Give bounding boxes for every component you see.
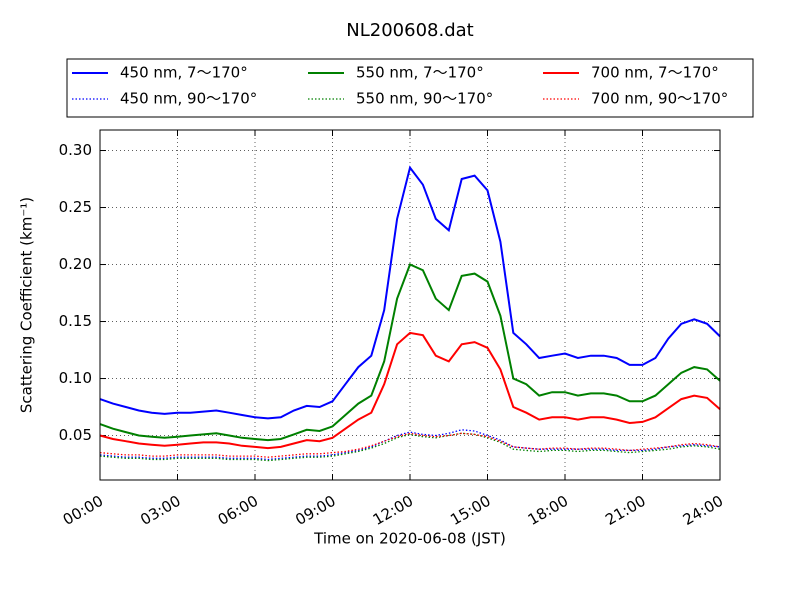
x-axis-label: Time on 2020-06-08 (JST) — [313, 530, 506, 548]
legend-label: 450 nm, 90～170° — [120, 90, 257, 108]
plot-frame — [99, 129, 721, 481]
y-tick-label: 0.20 — [59, 255, 92, 273]
data-line — [99, 429, 721, 461]
legend-label: 550 nm, 90～170° — [356, 90, 493, 108]
y-tick-label: 0.15 — [59, 312, 92, 330]
legend-label: 700 nm, 7～170° — [591, 64, 719, 82]
legend-label: 700 nm, 90～170° — [591, 90, 728, 108]
y-tick-label: 0.30 — [59, 141, 92, 159]
legend-box — [66, 58, 754, 118]
data-line — [99, 331, 721, 450]
data-line — [99, 432, 721, 458]
chart-title: NL200608.dat — [346, 20, 473, 41]
y-tick-label: 0.25 — [59, 198, 92, 216]
data-line — [99, 263, 721, 442]
y-tick-label: 0.05 — [59, 426, 92, 444]
y-tick-label: 0.10 — [59, 369, 92, 387]
y-axis-label: Scattering Coefficient (km⁻¹) — [18, 197, 36, 413]
legend-label: 450 nm, 7～170° — [120, 64, 248, 82]
data-line — [99, 165, 721, 420]
legend-label: 550 nm, 7～170° — [356, 64, 484, 82]
